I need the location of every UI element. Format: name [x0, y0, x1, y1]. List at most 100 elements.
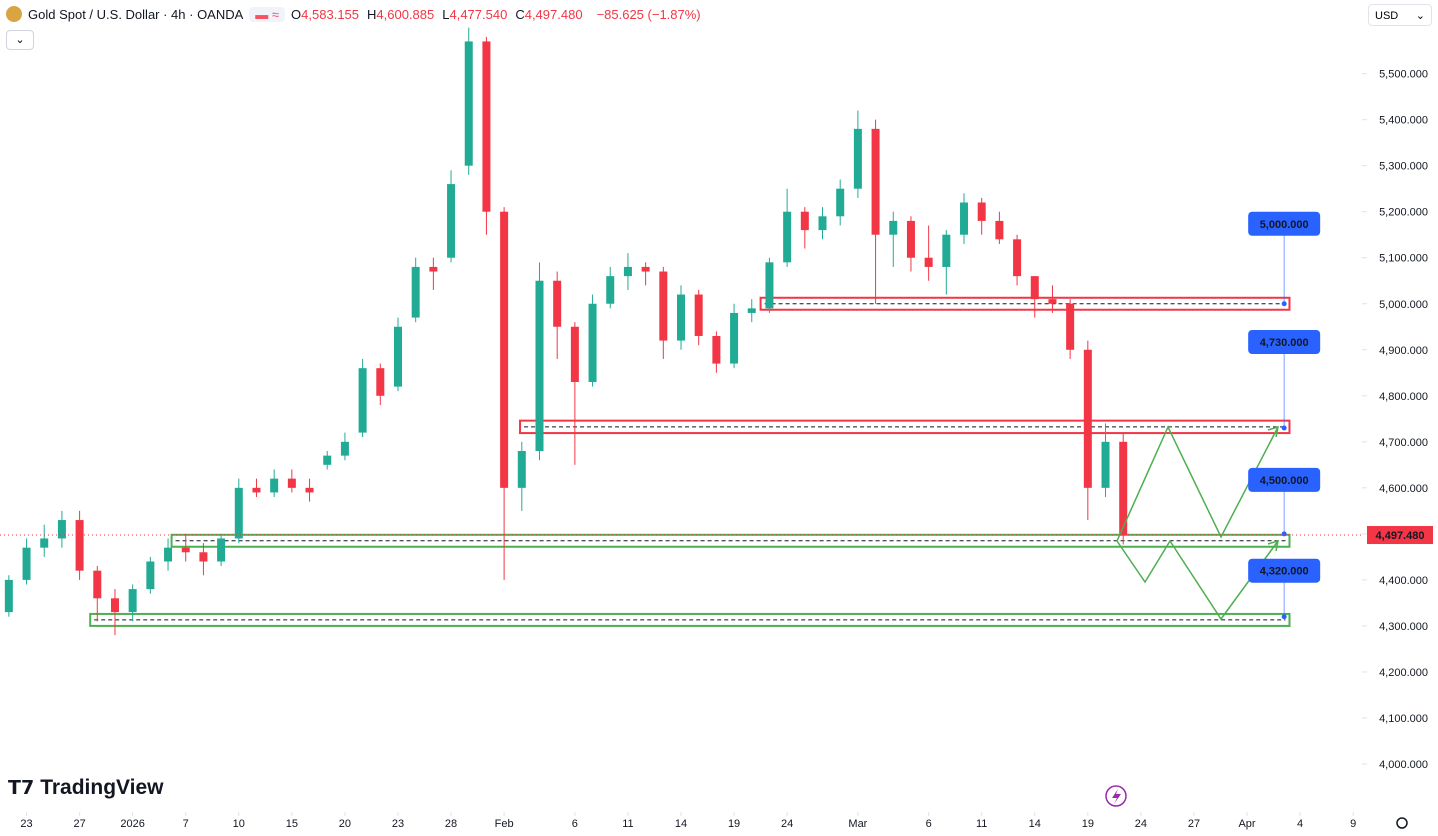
candle-body — [252, 487, 261, 493]
level-box — [1248, 467, 1321, 492]
candle-body — [836, 188, 845, 217]
currency: USD — [1375, 10, 1399, 22]
candle-body — [818, 216, 827, 231]
y-tick-label: 5,400.000 — [1379, 115, 1428, 127]
y-tick-label: 4,400.000 — [1379, 575, 1428, 587]
candle-body — [75, 520, 84, 571]
candle-body — [747, 308, 756, 313]
candle-body — [93, 570, 102, 599]
candle-body — [234, 487, 243, 539]
candle-body — [800, 211, 809, 231]
last-price-box — [1367, 526, 1433, 545]
brand[interactable]: 𝗧𝟳 TradingView — [8, 776, 164, 800]
candle-body — [1083, 349, 1092, 488]
x-tick-label: 9 — [1350, 818, 1356, 830]
candle-body — [995, 220, 1004, 240]
y-tick-label: 4,000.000 — [1379, 759, 1428, 771]
candle-body — [906, 220, 915, 258]
ohlc-value: 4,600.885 — [376, 6, 435, 22]
candle-body — [1048, 299, 1057, 304]
y-tick-label: 4,300.000 — [1379, 621, 1428, 633]
y-tick-label: 5,000.000 — [1379, 299, 1428, 311]
candle-body — [871, 128, 880, 235]
x-tick-label: 2026 — [120, 818, 144, 830]
candle-body — [199, 552, 208, 562]
y-tick-label: 4,200.000 — [1379, 667, 1428, 679]
candle-body — [164, 547, 173, 562]
x-tick-label: 28 — [445, 818, 457, 830]
projection — [1116, 539, 1279, 621]
candle-body — [730, 312, 739, 364]
level-point — [1281, 614, 1287, 620]
x-tick-label: 10 — [233, 818, 245, 830]
level-label: 5,000.000 — [1260, 219, 1309, 231]
ohlc: O4,583.155 H4,600.885 L4,477.540 C4,497.480 — [291, 7, 591, 22]
collapse-button[interactable]: ⌄ — [6, 30, 34, 50]
candle-body — [570, 326, 579, 382]
candle-body — [712, 335, 721, 364]
y-tick-label: 4,700.000 — [1379, 437, 1428, 449]
x-tick-label: 27 — [73, 818, 85, 830]
zone — [519, 419, 1291, 435]
candle-body — [1030, 276, 1039, 300]
x-tick-label: 14 — [675, 818, 687, 830]
level-box — [1248, 558, 1321, 583]
candle-body — [429, 266, 438, 272]
level-label: 4,500.000 — [1260, 475, 1309, 487]
level-box — [1248, 211, 1321, 236]
candle-body — [1119, 441, 1128, 536]
candle-body — [1066, 303, 1075, 350]
candle-body — [588, 303, 597, 382]
x-tick-label: 14 — [1029, 818, 1041, 830]
candle-body — [270, 478, 279, 493]
y-tick-label: 4,800.000 — [1379, 391, 1428, 403]
header: Gold Spot / U.S. Dollar · 4h · OANDA ▬ ≈… — [6, 6, 701, 22]
y-tick-label: 4,900.000 — [1379, 345, 1428, 357]
candle-body — [977, 202, 986, 221]
symbol[interactable]: Gold Spot / U.S. Dollar · 4h · OANDA — [28, 6, 244, 22]
change: −85.625 (−1.87%) — [596, 6, 701, 22]
x-tick-label: 7 — [183, 818, 189, 830]
ohlc-item: O4,583.155 — [291, 7, 363, 22]
x-tick-label: 6 — [572, 818, 578, 830]
symbol-icon — [6, 6, 22, 22]
candle-body — [641, 266, 650, 272]
candle-body — [464, 41, 473, 166]
candle-body — [783, 211, 792, 263]
candle-body — [411, 266, 420, 318]
ohlc-value: 4,497.480 — [524, 6, 583, 22]
candle-body — [447, 184, 456, 258]
level-label: 4,320.000 — [1260, 566, 1309, 578]
x-tick-label: 11 — [622, 818, 633, 830]
candle-body — [40, 538, 49, 548]
brand-logo: 𝗧𝟳 — [8, 778, 35, 799]
candle-body — [535, 280, 544, 452]
level-label: 4,730.000 — [1260, 337, 1309, 349]
candle-body — [942, 234, 951, 267]
ohlc-value: 4,583.155 — [301, 6, 360, 22]
x-tick-label: 24 — [781, 818, 793, 830]
x-tick-label: Apr — [1238, 818, 1255, 830]
ohlc-key: L — [442, 6, 450, 22]
last-price-label: 4,497.480 — [1376, 530, 1425, 542]
y-tick-label: 5,300.000 — [1379, 161, 1428, 173]
zone — [170, 533, 1291, 548]
candle-body — [482, 41, 491, 212]
y-tick-label: 4,100.000 — [1379, 713, 1428, 725]
x-tick-label: 6 — [926, 818, 932, 830]
x-tick-label: Mar — [848, 818, 867, 830]
x-tick-label: 15 — [286, 818, 298, 830]
x-tick-label: 20 — [339, 818, 351, 830]
ohlc-key: O — [291, 6, 302, 22]
candle-body — [146, 561, 155, 590]
candle-body — [500, 211, 509, 488]
level-point — [1281, 531, 1287, 537]
x-tick-label: 4 — [1297, 818, 1303, 830]
settings-icon — [1396, 817, 1408, 829]
x-tick-label: 27 — [1188, 818, 1200, 830]
level-point — [1281, 301, 1287, 307]
currency-select[interactable]: USD ⌄ — [1368, 4, 1432, 26]
candle-body — [553, 280, 562, 327]
